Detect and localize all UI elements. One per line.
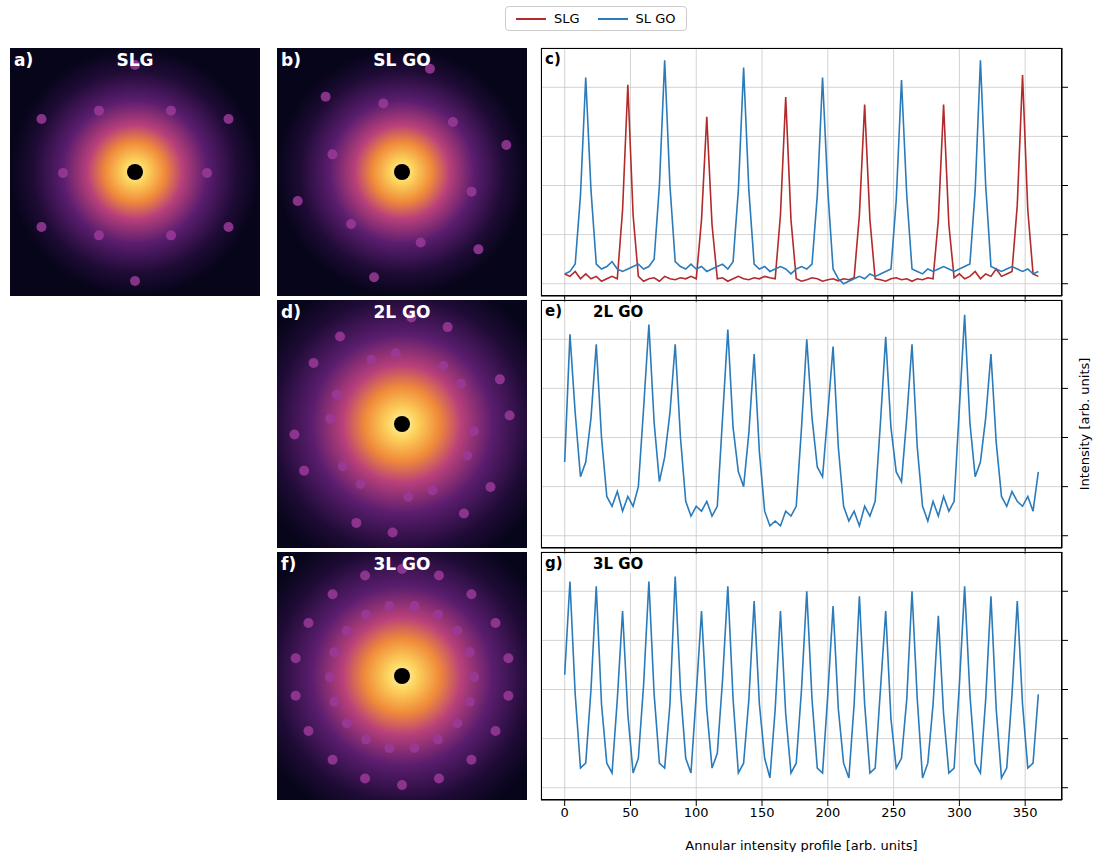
html-text:e): e) <box>545 302 562 320</box>
svg-text:150: 150 <box>750 805 775 820</box>
html-text:Intensity [arb. units]: Intensity [arb. units] <box>1076 357 1092 491</box>
html-text:a): a) <box>14 50 34 70</box>
html-text:3L GO: 3L GO <box>373 554 431 574</box>
svg-text:350: 350 <box>1013 805 1038 820</box>
svg-text:200: 200 <box>815 805 840 820</box>
svg-text:300: 300 <box>947 805 972 820</box>
svg-text:0: 0 <box>561 805 569 820</box>
html-text:g): g) <box>545 554 563 572</box>
svg-text:Annular intensity profile [arb: Annular intensity profile [arb. units] <box>685 838 917 852</box>
svg-text:100: 100 <box>684 805 709 820</box>
html-text:SL GO: SL GO <box>373 50 431 70</box>
html-text:c): c) <box>545 50 561 68</box>
html-text:f): f) <box>281 554 297 574</box>
html-text:d): d) <box>281 302 301 322</box>
html-text:3L GO: 3L GO <box>593 555 644 573</box>
svg-text:250: 250 <box>881 805 906 820</box>
svg-text:50: 50 <box>622 805 639 820</box>
html-text:2L GO: 2L GO <box>373 302 431 322</box>
html-text:2L GO: 2L GO <box>593 303 644 321</box>
html-text:b): b) <box>281 50 301 70</box>
html-text:SLG: SLG <box>116 50 154 70</box>
html-text:SLG: SLG <box>554 11 580 26</box>
html-text:SL GO: SL GO <box>635 11 676 26</box>
